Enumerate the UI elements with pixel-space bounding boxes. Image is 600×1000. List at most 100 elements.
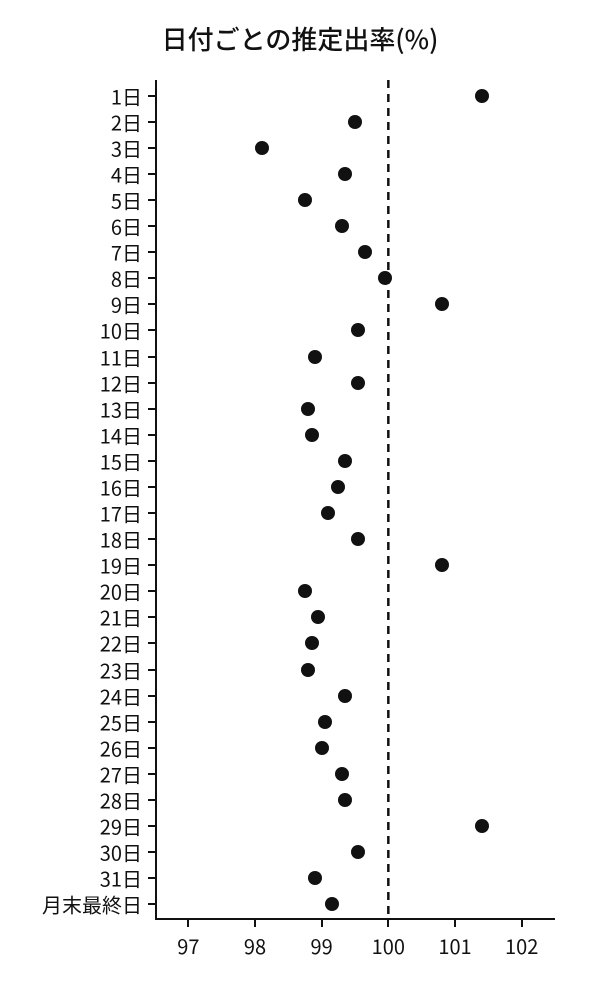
y-tick-label: 17日 — [0, 499, 142, 528]
data-point — [338, 167, 352, 181]
data-point — [335, 219, 349, 233]
chart-title: 日付ごとの推定出率(%) — [0, 20, 600, 57]
y-tick — [148, 773, 155, 775]
x-tick — [187, 920, 189, 927]
y-tick — [148, 225, 155, 227]
y-tick-label: 29日 — [0, 812, 142, 841]
x-tick — [387, 920, 389, 927]
data-point — [351, 532, 365, 546]
y-tick — [148, 121, 155, 123]
y-tick-label: 20日 — [0, 577, 142, 606]
data-point — [331, 480, 345, 494]
x-tick-label: 102 — [505, 931, 538, 960]
y-tick-label: 13日 — [0, 394, 142, 423]
y-tick-label: 1日 — [0, 81, 142, 110]
data-point — [435, 558, 449, 572]
data-point — [308, 350, 322, 364]
y-tick-label: 月末最終日 — [0, 890, 142, 919]
x-tick-label: 98 — [244, 931, 266, 960]
y-tick — [148, 642, 155, 644]
y-tick — [148, 329, 155, 331]
y-tick-label: 2日 — [0, 107, 142, 136]
y-tick — [148, 851, 155, 853]
y-tick — [148, 538, 155, 540]
y-tick-label: 8日 — [0, 264, 142, 293]
data-point — [351, 845, 365, 859]
y-tick — [148, 825, 155, 827]
y-tick-label: 26日 — [0, 733, 142, 762]
y-tick — [148, 147, 155, 149]
data-point — [435, 297, 449, 311]
data-point — [311, 610, 325, 624]
y-tick-label: 14日 — [0, 420, 142, 449]
y-tick — [148, 251, 155, 253]
y-tick — [148, 695, 155, 697]
x-tick — [254, 920, 256, 927]
y-tick-label: 22日 — [0, 629, 142, 658]
plot-area: 1日2日3日4日5日6日7日8日9日10日11日12日13日14日15日16日1… — [155, 80, 555, 920]
y-tick-label: 6日 — [0, 212, 142, 241]
y-tick-label: 9日 — [0, 290, 142, 319]
y-tick-label: 3日 — [0, 133, 142, 162]
y-tick — [148, 877, 155, 879]
y-tick — [148, 434, 155, 436]
data-point — [298, 584, 312, 598]
y-tick — [148, 382, 155, 384]
y-tick-label: 23日 — [0, 655, 142, 684]
data-point — [305, 428, 319, 442]
y-tick — [148, 303, 155, 305]
y-tick-label: 24日 — [0, 681, 142, 710]
data-point — [255, 141, 269, 155]
data-point — [348, 115, 362, 129]
y-tick-label: 30日 — [0, 838, 142, 867]
y-tick-label: 15日 — [0, 446, 142, 475]
y-tick-label: 28日 — [0, 786, 142, 815]
x-tick — [454, 920, 456, 927]
x-tick — [521, 920, 523, 927]
y-tick — [148, 669, 155, 671]
data-point — [318, 715, 332, 729]
chart-container: 日付ごとの推定出率(%) 1日2日3日4日5日6日7日8日9日10日11日12日… — [0, 0, 600, 1000]
y-tick — [148, 277, 155, 279]
y-tick — [148, 173, 155, 175]
y-tick — [148, 460, 155, 462]
y-tick-label: 12日 — [0, 368, 142, 397]
y-tick — [148, 408, 155, 410]
data-point — [475, 89, 489, 103]
y-tick — [148, 486, 155, 488]
y-tick-label: 7日 — [0, 238, 142, 267]
x-tick-label: 97 — [177, 931, 199, 960]
y-tick — [148, 747, 155, 749]
data-point — [315, 741, 329, 755]
reference-line — [155, 80, 555, 920]
data-point — [338, 454, 352, 468]
y-tick — [148, 590, 155, 592]
data-point — [308, 871, 322, 885]
data-point — [338, 793, 352, 807]
data-point — [338, 689, 352, 703]
y-tick-label: 31日 — [0, 864, 142, 893]
data-point — [351, 323, 365, 337]
y-tick-label: 19日 — [0, 551, 142, 580]
y-tick-label: 10日 — [0, 316, 142, 345]
x-tick — [321, 920, 323, 927]
y-tick — [148, 799, 155, 801]
x-tick-label: 99 — [311, 931, 333, 960]
data-point — [321, 506, 335, 520]
y-tick — [148, 903, 155, 905]
data-point — [301, 402, 315, 416]
y-tick — [148, 721, 155, 723]
y-tick-label: 5日 — [0, 186, 142, 215]
data-point — [301, 663, 315, 677]
y-tick — [148, 356, 155, 358]
data-point — [305, 636, 319, 650]
data-point — [298, 193, 312, 207]
y-tick — [148, 95, 155, 97]
y-tick — [148, 616, 155, 618]
y-tick-label: 16日 — [0, 472, 142, 501]
y-tick-label: 18日 — [0, 525, 142, 554]
data-point — [378, 271, 392, 285]
y-tick-label: 27日 — [0, 759, 142, 788]
y-tick — [148, 199, 155, 201]
x-tick-label: 101 — [438, 931, 471, 960]
